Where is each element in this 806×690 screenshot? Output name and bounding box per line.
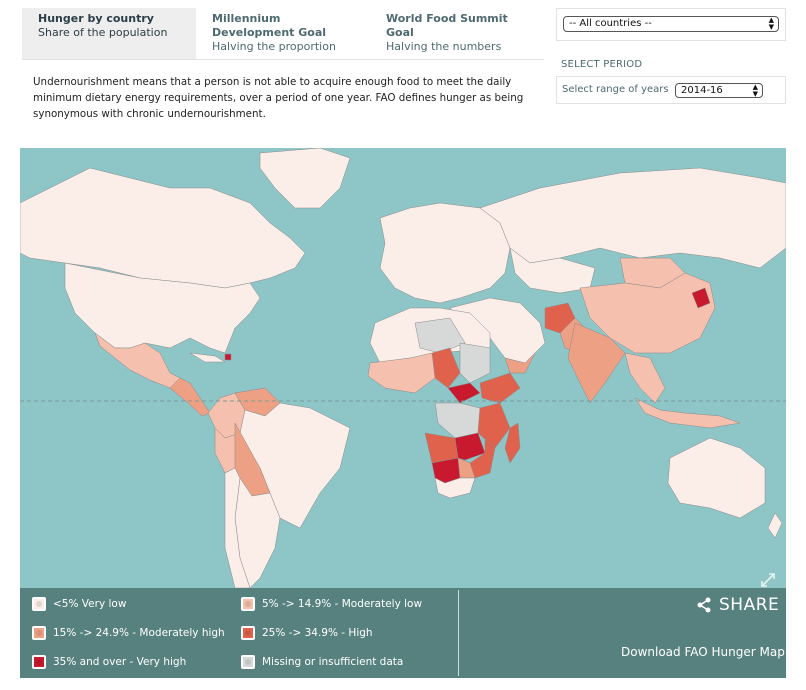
country-australia[interactable] <box>667 437 766 519</box>
period-label: Select range of years <box>562 84 669 95</box>
tab-subtitle: Share of the population <box>38 26 168 39</box>
legend-swatch <box>241 655 255 669</box>
period-filter: Select range of years 2014-16 ▲ ▼ <box>556 76 786 104</box>
country-greenland[interactable] <box>259 148 351 209</box>
select-period-heading: SELECT PERIOD <box>561 59 643 70</box>
legend-label: Missing or insufficient data <box>262 656 404 668</box>
legend-swatch <box>32 626 46 640</box>
country-central-african-republic[interactable] <box>447 382 481 404</box>
country-india[interactable] <box>567 322 626 404</box>
period-select[interactable]: 2014-16 ▲ ▼ <box>675 83 763 98</box>
legend-item: 5% -> 14.9% - Moderately low <box>241 597 422 611</box>
country-south-africa[interactable] <box>434 477 476 499</box>
legend-item: 35% and over - Very high <box>32 655 186 669</box>
legend-swatch <box>32 597 46 611</box>
country-drc[interactable] <box>434 402 481 439</box>
share-icon <box>697 597 711 613</box>
country-madagascar[interactable] <box>504 422 521 464</box>
legend-swatch <box>241 597 255 611</box>
indicator-tabs: Hunger by country Share of the populatio… <box>22 8 544 60</box>
country-zambia[interactable] <box>454 432 486 461</box>
tab-subtitle: Halving the proportion <box>212 40 336 53</box>
legend-label: 25% -> 34.9% - High <box>262 627 373 639</box>
country-sudan[interactable] <box>459 342 491 384</box>
country-new-zealand[interactable] <box>767 512 783 539</box>
country-filter: -- All countries -- ▲ ▼ <box>556 8 786 41</box>
legend-label: <5% Very low <box>53 598 127 610</box>
tab-subtitle: Halving the numbers <box>386 40 502 53</box>
undernourishment-description: Undernourishment means that a person is … <box>33 76 524 120</box>
country-west-africa[interactable] <box>367 352 436 394</box>
expand-icon[interactable] <box>760 572 776 588</box>
legend-label: 15% -> 24.9% - Moderately high <box>53 627 225 639</box>
legend-item: <5% Very low <box>32 597 126 611</box>
world-hunger-map[interactable] <box>20 148 786 588</box>
legend-swatch <box>32 655 46 669</box>
legend-item: Missing or insufficient data <box>241 655 403 669</box>
country-select-value: -- All countries -- <box>569 18 652 29</box>
country-chad[interactable] <box>431 347 461 389</box>
country-cuba[interactable] <box>189 352 226 363</box>
map-svg <box>20 148 786 588</box>
country-ethiopia[interactable] <box>479 372 521 404</box>
country-russia[interactable] <box>479 167 786 269</box>
legend-item: 15% -> 24.9% - Moderately high <box>32 626 225 640</box>
legend-label: 35% and over - Very high <box>53 656 187 668</box>
country-canada[interactable] <box>20 167 306 289</box>
legend-divider <box>458 590 459 676</box>
tab-title: Millennium Development Goal <box>212 12 327 39</box>
tab-title: World Food Summit Goal <box>386 12 508 39</box>
share-button[interactable]: SHARE <box>696 595 779 615</box>
country-indonesia[interactable] <box>634 397 741 429</box>
country-kenya-tanzania[interactable] <box>477 402 511 449</box>
country-angola[interactable] <box>424 432 459 464</box>
tab-title: Hunger by country <box>38 12 154 25</box>
legend-item: 25% -> 34.9% - High <box>241 626 373 640</box>
country-yemen[interactable] <box>504 352 536 374</box>
country-select[interactable]: -- All countries -- ▲ ▼ <box>563 16 779 32</box>
country-central-america[interactable] <box>169 377 211 417</box>
country-north-korea[interactable] <box>691 287 711 309</box>
country-sahara-missing[interactable] <box>414 317 466 354</box>
tab-world-food-summit-goal[interactable]: World Food Summit Goal Halving the numbe… <box>370 8 544 59</box>
tab-hunger-by-country[interactable]: Hunger by country Share of the populatio… <box>22 8 196 59</box>
country-southeast-asia[interactable] <box>624 352 666 404</box>
select-arrows-icon: ▲ ▼ <box>768 16 774 31</box>
period-select-value: 2014-16 <box>681 85 723 96</box>
country-chile[interactable] <box>224 467 251 588</box>
country-haiti[interactable] <box>224 353 232 361</box>
country-europe[interactable] <box>379 202 511 304</box>
legend-swatch <box>241 626 255 640</box>
select-arrows-icon: ▲ ▼ <box>752 83 758 98</box>
legend-panel: <5% Very low 5% -> 14.9% - Moderately lo… <box>20 588 786 678</box>
legend-label: 5% -> 14.9% - Moderately low <box>262 598 423 610</box>
download-map-link[interactable]: Download FAO Hunger Map <box>621 645 785 659</box>
country-china[interactable] <box>579 272 716 354</box>
tab-millennium-development-goal[interactable]: Millennium Development Goal Halving the … <box>196 8 370 59</box>
share-label: SHARE <box>719 595 780 615</box>
